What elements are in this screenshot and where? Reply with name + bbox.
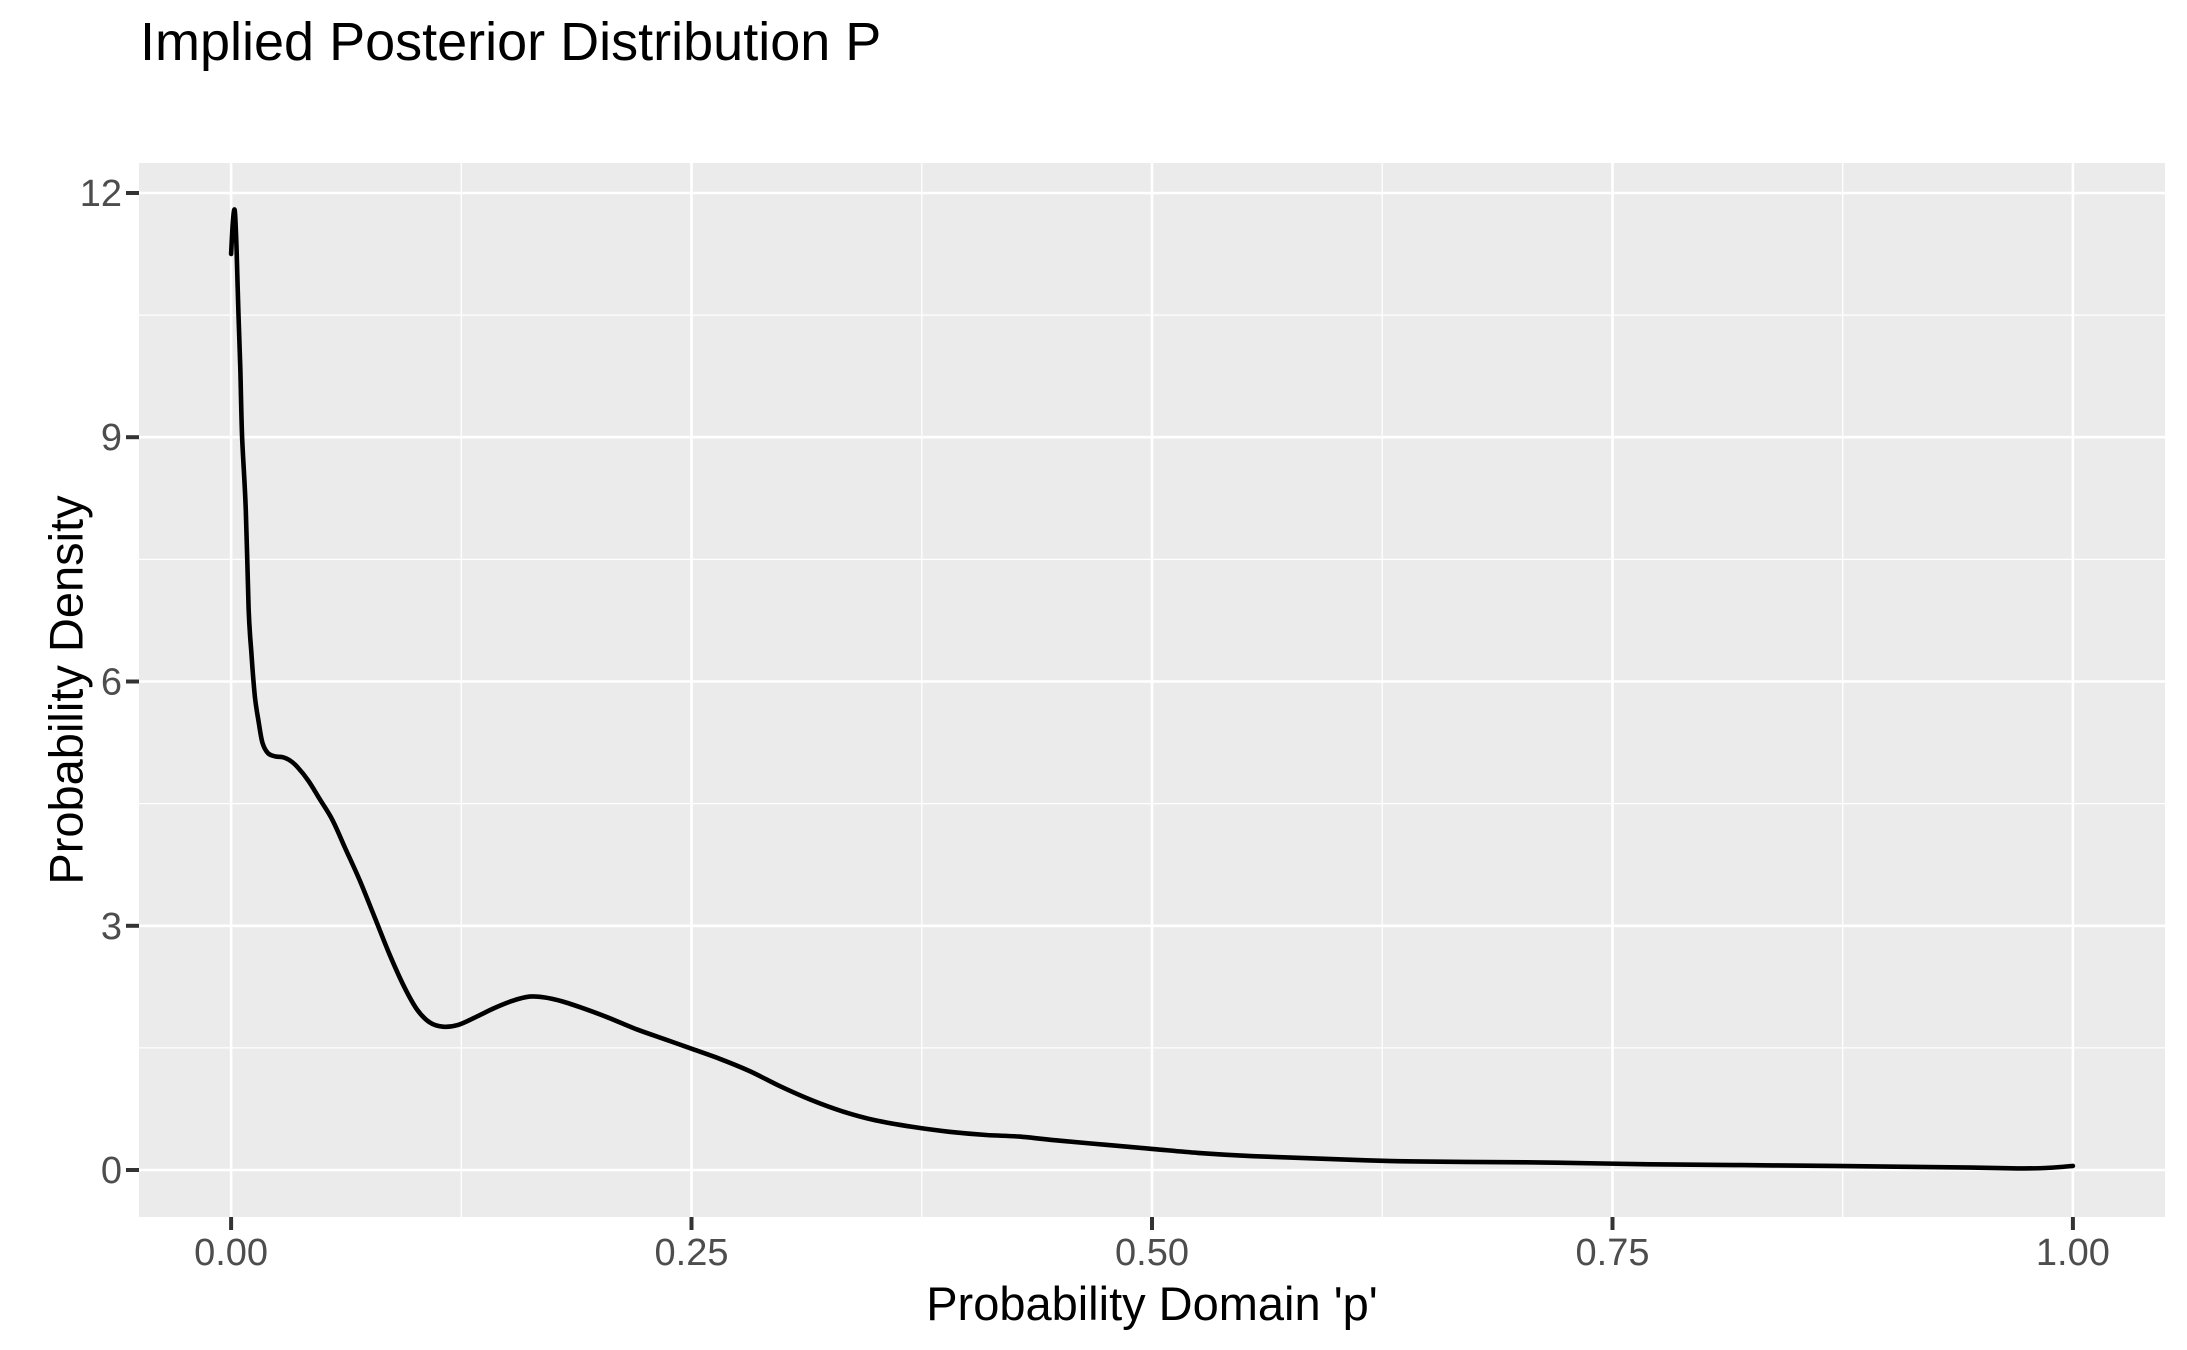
x-tick-label: 1.00 (2036, 1232, 2110, 1274)
plot-title: Implied Posterior Distribution P (140, 12, 882, 72)
x-tick-label: 0.50 (1115, 1232, 1189, 1274)
x-axis-title: Probability Domain 'p' (926, 1277, 1378, 1330)
y-tick-label: 12 (80, 173, 122, 215)
y-tick-label: 0 (101, 1150, 122, 1192)
y-tick-label: 3 (101, 906, 122, 948)
y-tick-label: 6 (101, 662, 122, 704)
y-axis-title: Probability Density (39, 495, 93, 885)
x-tick-label: 0.00 (194, 1232, 268, 1274)
x-tick-label: 0.75 (1576, 1232, 1650, 1274)
x-tick-label: 0.25 (655, 1232, 729, 1274)
y-tick-label: 9 (101, 417, 122, 459)
density-curve (228, 207, 2076, 1171)
